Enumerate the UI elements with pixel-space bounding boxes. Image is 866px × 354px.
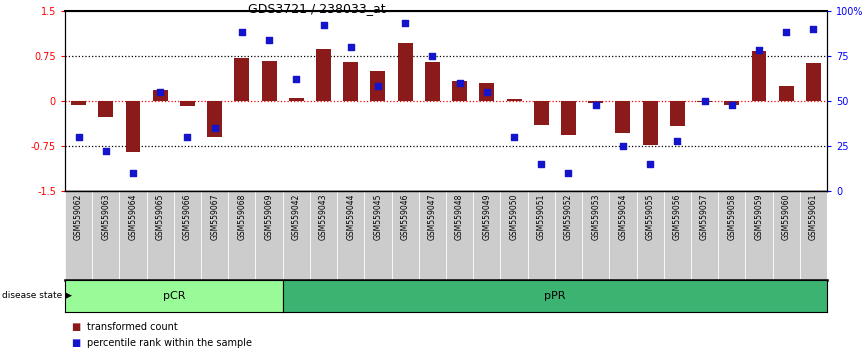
Text: ■: ■ [71,338,81,348]
Text: GSM559054: GSM559054 [618,194,627,240]
Bar [288,98,304,101]
Text: GSM559060: GSM559060 [782,194,791,240]
Bar [71,101,86,105]
Text: GSM559069: GSM559069 [265,194,274,240]
Text: ■: ■ [71,322,81,332]
Text: GSM559045: GSM559045 [373,194,383,240]
Bar [779,86,793,101]
Bar [371,71,385,101]
Text: GSM559065: GSM559065 [156,194,165,240]
Text: pPR: pPR [544,291,565,301]
Bar [561,101,576,135]
Bar [316,48,331,101]
Point [534,161,548,167]
Text: disease state ▶: disease state ▶ [2,291,72,300]
Point [589,102,603,107]
Text: GSM559051: GSM559051 [537,194,546,240]
Text: GSM559062: GSM559062 [74,194,83,240]
Text: pCR: pCR [163,291,185,301]
Bar [180,101,195,106]
Point [561,170,575,176]
Text: GSM559067: GSM559067 [210,194,219,240]
Bar [616,101,630,133]
Text: transformed count: transformed count [87,322,178,332]
Text: GSM559043: GSM559043 [319,194,328,240]
Point [806,26,820,32]
Bar [425,62,440,101]
Bar [235,58,249,101]
Point [725,102,739,107]
Text: GSM559044: GSM559044 [346,194,355,240]
Bar [126,101,140,152]
Point [262,37,276,42]
Text: GSM559048: GSM559048 [456,194,464,240]
Text: GSM559057: GSM559057 [700,194,709,240]
Point [480,89,494,95]
Point [99,149,113,154]
Bar [397,42,412,101]
Point [507,134,521,140]
Bar [98,101,113,116]
Text: GSM559042: GSM559042 [292,194,301,240]
Text: GSM559055: GSM559055 [646,194,655,240]
Point [235,29,249,35]
Point [208,125,222,131]
Point [317,22,331,28]
Point [425,53,439,58]
Bar [533,101,549,125]
Point [153,89,167,95]
Text: GSM559061: GSM559061 [809,194,818,240]
Point [643,161,657,167]
Text: GSM559068: GSM559068 [237,194,246,240]
Text: GSM559052: GSM559052 [564,194,573,240]
Bar [507,99,521,101]
Text: GSM559056: GSM559056 [673,194,682,240]
Text: GSM559059: GSM559059 [754,194,764,240]
Text: GSM559050: GSM559050 [509,194,519,240]
Point [126,170,140,176]
Point [670,138,684,143]
Bar [752,51,766,101]
Bar [452,81,467,101]
Text: GSM559066: GSM559066 [183,194,192,240]
Bar [697,101,712,102]
Point [698,98,712,104]
Bar [669,101,685,126]
Text: percentile rank within the sample: percentile rank within the sample [87,338,252,348]
Bar [806,63,821,101]
Point [398,21,412,26]
Point [616,143,630,149]
Bar [643,101,657,145]
Bar [207,101,222,137]
Point [72,134,86,140]
Text: GSM559047: GSM559047 [428,194,436,240]
Text: GDS3721 / 238033_at: GDS3721 / 238033_at [248,2,385,15]
Text: GSM559046: GSM559046 [401,194,410,240]
Point [453,80,467,86]
Point [779,29,793,35]
Text: GSM559058: GSM559058 [727,194,736,240]
Text: GSM559053: GSM559053 [591,194,600,240]
Bar [724,101,740,105]
Bar [262,61,276,101]
Bar [152,90,168,101]
Point [289,76,303,82]
Bar [479,83,494,101]
Text: GSM559049: GSM559049 [482,194,491,240]
Text: GSM559064: GSM559064 [128,194,138,240]
Bar [343,62,359,101]
Text: GSM559063: GSM559063 [101,194,110,240]
Bar [588,101,603,103]
Point [752,47,766,53]
Point [371,84,385,89]
Point [180,134,194,140]
Point [344,44,358,50]
